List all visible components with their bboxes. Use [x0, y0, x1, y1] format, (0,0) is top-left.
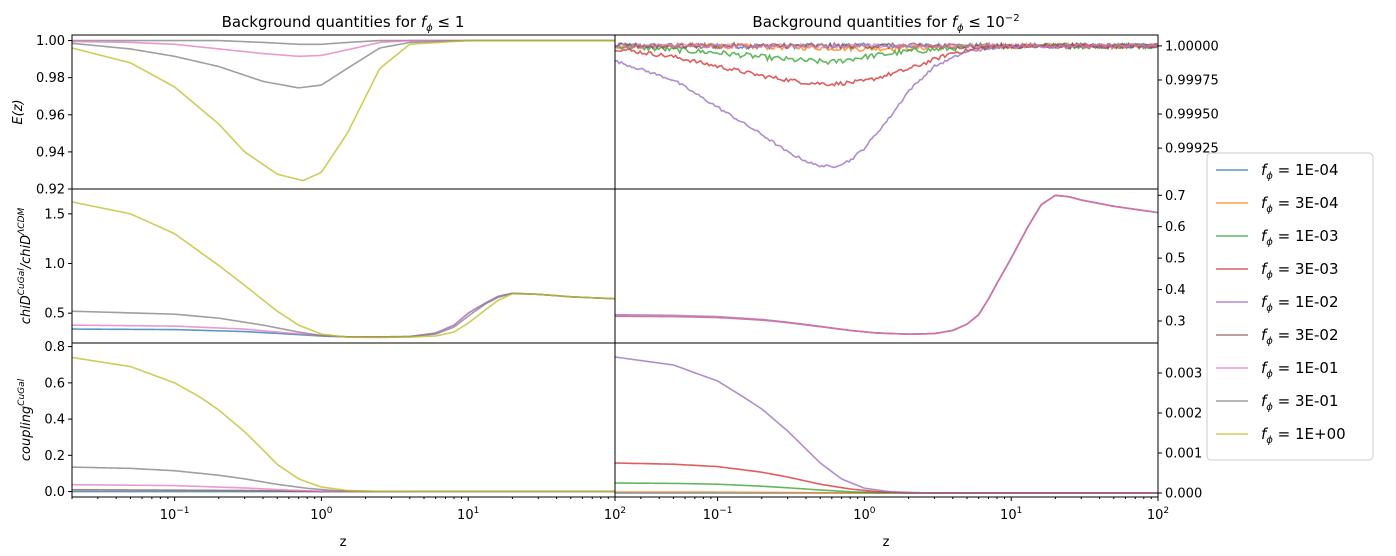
y-tick-label: 1.0: [44, 257, 65, 272]
legend: fϕ = 1E-04 fϕ = 3E-04 fϕ = 1E-03 fϕ = 3E-03…: [1206, 152, 1374, 461]
legend-label: fϕ = 1E-04: [1261, 161, 1339, 182]
y-tick-label: 0.4: [1165, 283, 1186, 298]
legend-label: fϕ = 3E-04: [1261, 194, 1339, 215]
axes-frame: [614, 342, 1159, 498]
y-tick-label: 0.000: [1165, 487, 1202, 502]
axes-frame: [71, 34, 616, 190]
series-group: [615, 194, 1158, 335]
y-tick-label: 0.5: [44, 307, 65, 322]
y-tick-label: 0.98: [36, 71, 65, 86]
y-tick-label: 0.2: [44, 449, 65, 464]
y-axis-label-row2: chiDCuGal/chiDΛCDM: [17, 208, 34, 325]
legend-label: fϕ = 1E-01: [1261, 359, 1339, 380]
series-line: [615, 42, 1158, 87]
y-axis-label-row3: couplingCuGal: [17, 378, 34, 461]
legend-entry: fϕ = 3E-03: [1216, 260, 1339, 281]
y-tick-label: 1.00: [36, 34, 65, 49]
series-line: [72, 466, 615, 493]
x-tick-label: 101: [457, 506, 479, 523]
series-group: [72, 356, 615, 493]
x-tick-label: 101: [1000, 506, 1022, 523]
legend-entry: fϕ = 1E-02: [1216, 293, 1339, 314]
series-line: [72, 292, 615, 338]
y-axis-label-row1: E(z): [11, 99, 26, 124]
axes-frame: [71, 188, 616, 344]
legend-label: fϕ = 1E+00: [1261, 425, 1346, 446]
legend-label: fϕ = 3E-02: [1261, 326, 1339, 347]
legend-entry: fϕ = 3E-01: [1216, 392, 1339, 413]
x-tick-label: 10−1: [160, 506, 190, 523]
x-axis-label-right: z: [883, 535, 890, 550]
legend-entry: fϕ = 1E+00: [1216, 425, 1346, 446]
subplot-grid: 0.92 0.94 0.96 0.98 1.00 0.99925 0.99950 0.9997…: [36, 34, 1219, 523]
x-tick-label: 102: [604, 506, 626, 523]
x-tick-label: 102: [1147, 506, 1169, 523]
series-line: [615, 194, 1158, 335]
x-tick-label: 100: [853, 506, 876, 523]
legend-entry: fϕ = 1E-01: [1216, 359, 1339, 380]
subplot-2-1: 0.5 1.0 1.5: [44, 188, 616, 344]
series-line: [615, 42, 1158, 50]
left-column-title: Background quantities for fϕ ≤ 1: [222, 13, 465, 34]
y-tick-label: 0.6: [44, 376, 65, 391]
series-line: [615, 462, 1158, 494]
legend-label: fϕ = 3E-01: [1261, 392, 1339, 413]
series-line: [72, 292, 615, 338]
series-line: [615, 194, 1158, 335]
y-tick-label: 0.99975: [1165, 73, 1219, 88]
series-line: [72, 39, 615, 89]
y-tick-label: 0.3: [1165, 315, 1186, 330]
y-tick-label: 0.99950: [1165, 108, 1219, 123]
right-column-title: Background quantities for fϕ ≤ 10−2: [752, 13, 1019, 34]
subplot-1-2: 0.99925 0.99950 0.99975 1.00000: [614, 34, 1219, 190]
y-tick-label: 0.001: [1165, 447, 1202, 462]
y-tick-label: 0.6: [1165, 220, 1186, 235]
axes-frame: [614, 34, 1159, 190]
legend-entry: fϕ = 3E-02: [1216, 326, 1339, 347]
series-line: [615, 194, 1158, 335]
y-tick-label: 0.99925: [1165, 142, 1219, 157]
subplot-3-2: 0.000 0.001 0.002 0.003 10−1 100 101 102: [614, 342, 1202, 523]
x-tick-label: 100: [310, 506, 333, 523]
legend-entry: fϕ = 1E-04: [1216, 161, 1339, 182]
x-tick-label: 10−1: [703, 506, 733, 523]
legend-label: fϕ = 3E-03: [1261, 260, 1339, 281]
subplot-1-1: 0.92 0.94 0.96 0.98 1.00: [36, 34, 616, 198]
y-tick-label: 0.002: [1165, 407, 1202, 422]
axes-frame: [614, 188, 1159, 344]
y-tick-label: 0.8: [44, 340, 65, 355]
legend-label: fϕ = 1E-03: [1261, 227, 1339, 248]
y-tick-label: 0.003: [1165, 367, 1202, 382]
axes-frame: [71, 342, 616, 498]
y-tick-label: 0.92: [36, 183, 65, 198]
legend-frame: [1206, 152, 1374, 461]
series-group: [615, 41, 1158, 169]
series-group: [72, 39, 615, 182]
series-line: [72, 201, 615, 339]
series-group: [615, 356, 1158, 494]
y-tick-label: 0.4: [44, 413, 65, 428]
y-tick-label: 1.5: [44, 207, 65, 222]
series-line: [615, 356, 1158, 494]
series-group: [72, 201, 615, 339]
x-axis-label-left: z: [340, 535, 347, 550]
series-line: [72, 356, 615, 493]
y-tick-label: 0.96: [36, 108, 65, 123]
y-tick-label: 0.94: [36, 145, 65, 160]
y-tick-label: 0.7: [1165, 189, 1186, 204]
legend-label: fϕ = 1E-02: [1261, 293, 1339, 314]
y-tick-label: 0.5: [1165, 252, 1186, 267]
series-line: [72, 39, 615, 182]
y-tick-label: 1.00000: [1165, 39, 1219, 54]
subplot-2-2: 0.3 0.4 0.5 0.6 0.7: [614, 188, 1186, 344]
series-line: [72, 292, 615, 338]
subplot-3-1: 0.0 0.2 0.4 0.6 0.8 10−1 100 101 102: [44, 340, 626, 523]
legend-entry: fϕ = 3E-04: [1216, 194, 1339, 215]
legend-entry: fϕ = 1E-03: [1216, 227, 1339, 248]
y-tick-label: 0.0: [44, 485, 65, 500]
